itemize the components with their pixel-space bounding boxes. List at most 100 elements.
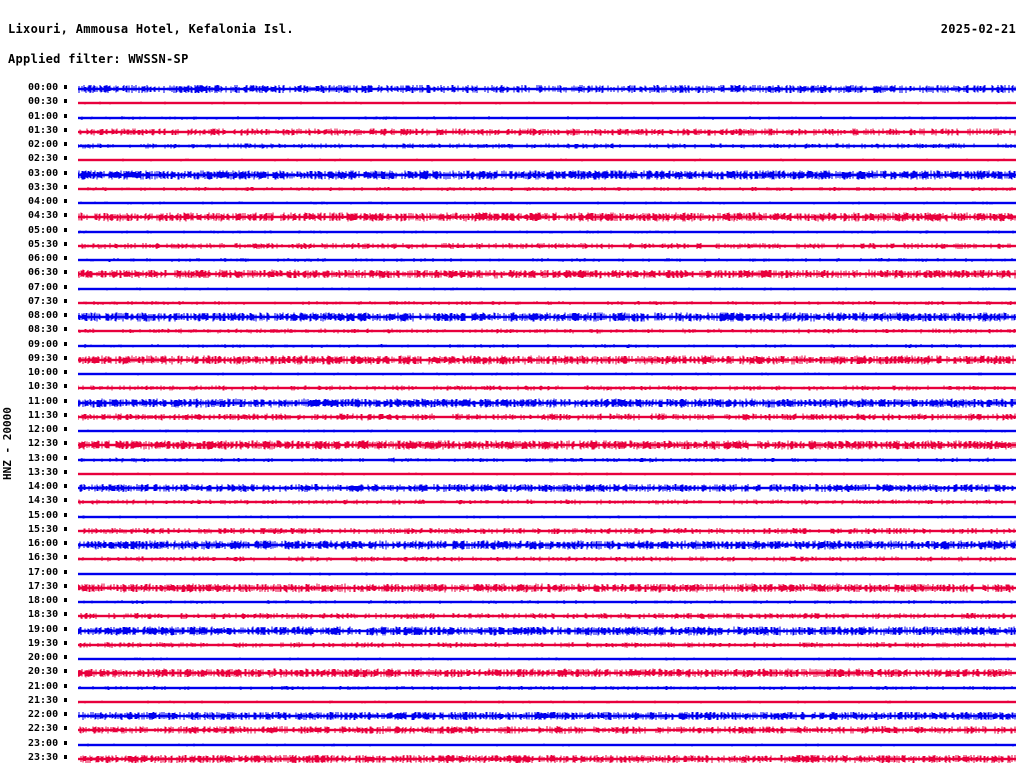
plot-date: 2025-02-21 (940, 22, 1016, 36)
row-tick-mark (64, 113, 67, 118)
trace-time-label: 04:00 (28, 196, 59, 207)
trace-time-label: 21:00 (28, 680, 59, 692)
trace-row: 22:00 (0, 709, 1024, 723)
row-tick-mark (64, 213, 67, 218)
row-tick-mark (64, 256, 67, 260)
trace-row: 04:00 (0, 196, 1024, 210)
row-tick-mark (64, 142, 67, 146)
seismic-trace (78, 286, 1016, 291)
trace-time-label: 14:00 (28, 481, 59, 492)
trace-row: 14:00 (0, 481, 1024, 495)
trace-row: 15:30 (0, 524, 1024, 538)
row-tick-mark (64, 85, 67, 89)
trace-row: 21:00 (0, 681, 1024, 695)
seismic-trace (78, 258, 1016, 262)
trace-time-label: 07:30 (28, 295, 59, 307)
trace-row: 17:00 (0, 567, 1024, 581)
seismic-trace (78, 657, 1016, 661)
seismic-trace (78, 556, 1016, 562)
seismic-trace (78, 385, 1016, 391)
trace-row: 08:00 (0, 310, 1024, 324)
trace-row: 03:30 (0, 182, 1024, 196)
trace-row: 00:30 (0, 96, 1024, 110)
row-tick-mark (64, 598, 67, 602)
trace-row: 20:30 (0, 666, 1024, 680)
seismic-trace (78, 413, 1016, 421)
seismic-trace (78, 186, 1016, 191)
seismic-trace (78, 440, 1016, 450)
row-tick-mark (64, 455, 67, 460)
trace-row: 16:30 (0, 552, 1024, 566)
trace-row: 02:30 (0, 153, 1024, 167)
seismic-trace (78, 472, 1016, 476)
trace-time-label: 23:30 (28, 751, 59, 763)
seismic-trace (78, 457, 1016, 462)
trace-row: 23:00 (0, 738, 1024, 752)
seismic-trace (78, 328, 1016, 334)
trace-row: 15:00 (0, 510, 1024, 524)
row-tick-mark (64, 555, 67, 560)
trace-time-label: 03:30 (28, 181, 59, 193)
seismic-trace (78, 269, 1016, 279)
row-tick-mark (64, 398, 67, 403)
trace-row: 13:30 (0, 467, 1024, 481)
row-tick-mark (64, 355, 67, 360)
trace-row: 03:00 (0, 168, 1024, 182)
trace-time-label: 14:30 (28, 495, 59, 507)
seismic-trace (78, 372, 1016, 376)
seismic-trace (78, 583, 1016, 593)
trace-row: 05:00 (0, 225, 1024, 239)
trace-time-label: 22:30 (28, 723, 59, 735)
trace-row: 13:00 (0, 453, 1024, 467)
trace-row: 07:00 (0, 282, 1024, 296)
row-tick-mark (64, 583, 67, 588)
helicorder-plot: 00:00 00:30 01:00 01:30 02:00 02:30 03:00 03:30… (0, 80, 1024, 772)
row-tick-mark (64, 170, 67, 175)
trace-time-label: 01:00 (28, 110, 59, 122)
trace-time-label: 13:30 (28, 466, 59, 478)
row-tick-mark (64, 384, 67, 389)
trace-time-label: 04:30 (28, 210, 59, 222)
seismic-trace (78, 212, 1016, 222)
seismic-trace (78, 743, 1016, 746)
trace-time-label: 16:00 (28, 538, 59, 549)
seismic-trace (78, 242, 1016, 249)
trace-time-label: 17:30 (28, 580, 59, 592)
trace-time-label: 18:30 (28, 609, 59, 621)
trace-time-label: 15:00 (28, 509, 59, 521)
trace-row: 00:00 (0, 82, 1024, 96)
seismic-trace (78, 128, 1016, 136)
trace-row: 17:30 (0, 581, 1024, 595)
trace-row: 23:30 (0, 752, 1024, 766)
trace-time-label: 19:00 (28, 623, 59, 635)
seismic-trace (78, 572, 1016, 575)
trace-time-label: 19:30 (28, 637, 59, 649)
row-tick-mark (64, 127, 67, 132)
trace-row: 09:00 (0, 339, 1024, 353)
seismic-trace (78, 201, 1016, 205)
trace-row: 09:30 (0, 353, 1024, 367)
trace-time-label: 02:30 (28, 153, 59, 165)
trace-time-label: 15:30 (28, 523, 59, 535)
trace-time-label: 06:30 (28, 267, 59, 279)
seismic-trace (78, 300, 1016, 305)
seismic-trace (78, 484, 1016, 492)
trace-time-label: 12:00 (28, 424, 59, 435)
trace-row: 12:00 (0, 424, 1024, 438)
trace-time-label: 06:00 (28, 253, 59, 264)
trace-time-label: 07:00 (28, 281, 59, 293)
trace-time-label: 20:00 (28, 652, 59, 663)
trace-row: 16:00 (0, 538, 1024, 552)
row-tick-mark (64, 512, 67, 517)
trace-time-label: 23:00 (28, 737, 59, 749)
row-tick-mark (64, 541, 67, 545)
seismic-trace (78, 641, 1016, 648)
row-tick-mark (64, 441, 67, 446)
row-tick-mark (64, 740, 67, 745)
trace-row: 05:30 (0, 239, 1024, 253)
trace-row: 01:30 (0, 125, 1024, 139)
seismic-trace (78, 685, 1016, 690)
seismic-trace (78, 700, 1016, 704)
seismic-trace (78, 540, 1016, 550)
